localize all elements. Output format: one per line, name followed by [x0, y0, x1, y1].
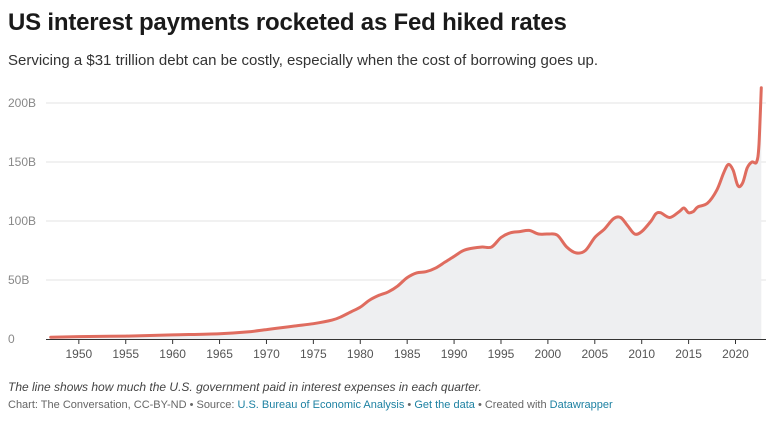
footer-credit: Chart: The Conversation, CC-BY-ND • Sour… — [8, 399, 238, 411]
y-tick-label: 50B — [8, 273, 29, 287]
chart-subtitle: Servicing a $31 trillion debt can be cos… — [8, 52, 599, 69]
interest-payments-chart: 0 50B 100B 150B 200B 1950 1955 1960 1965 1970 197… — [8, 86, 766, 361]
x-tick-label: 1985 — [394, 347, 421, 361]
datawrapper-link[interactable]: Datawrapper — [549, 399, 613, 411]
chart-footer: Chart: The Conversation, CC-BY-ND • Sour… — [8, 399, 613, 411]
y-tick-label: 150B — [8, 155, 36, 169]
series-line — [49, 86, 763, 339]
get-data-link[interactable]: Get the data — [414, 399, 475, 411]
x-tick-label: 2000 — [535, 347, 562, 361]
x-tick-label: 1965 — [206, 347, 233, 361]
x-tick-label: 2010 — [628, 347, 655, 361]
x-tick-label: 1970 — [253, 347, 280, 361]
x-tick-label: 1950 — [65, 347, 92, 361]
source-link[interactable]: U.S. Bureau of Economic Analysis — [237, 399, 405, 411]
x-tick-label: 1980 — [347, 347, 374, 361]
x-tick-label: 1995 — [488, 347, 515, 361]
x-tick-label: 1955 — [112, 347, 139, 361]
x-tick-label: 1990 — [441, 347, 468, 361]
x-tick-label: 2020 — [722, 347, 749, 361]
x-tick-label: 1960 — [159, 347, 186, 361]
footer-separator: • — [404, 399, 415, 411]
x-axis-ticks: 1950 1955 1960 1965 1970 1975 1980 1985 1990 1995… — [65, 339, 749, 361]
x-tick-label: 1975 — [300, 347, 327, 361]
x-tick-label: 2015 — [675, 347, 702, 361]
x-tick-label: 2005 — [581, 347, 608, 361]
chart-title: US interest payments rocketed as Fed hik… — [8, 9, 567, 36]
y-tick-label: 200B — [8, 96, 36, 110]
chart-note: The line shows how much the U.S. governm… — [8, 380, 482, 394]
y-axis-labels: 0 50B 100B 150B 200B — [8, 96, 36, 346]
y-tick-label: 0 — [8, 332, 15, 346]
y-tick-label: 100B — [8, 214, 36, 228]
footer-created-with: • Created with — [474, 399, 550, 411]
area-fill — [50, 87, 762, 339]
